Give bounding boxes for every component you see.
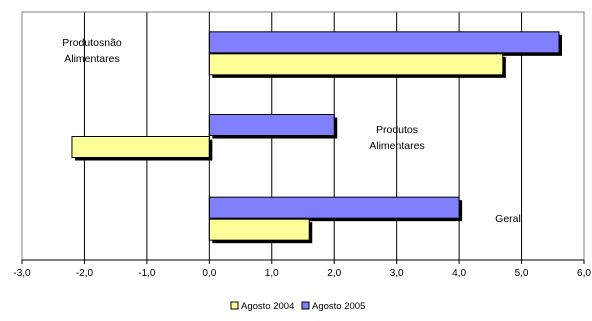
x-tick-label: -2,0 [76, 268, 94, 279]
x-tick-label: 6,0 [577, 268, 591, 279]
category-label: Produtos [376, 124, 418, 136]
category-labels: Produtosnão Alimentares Produtos Alimentare… [62, 37, 521, 225]
category-label: Produtosnão [62, 37, 122, 49]
x-tick-label: 2,0 [327, 268, 341, 279]
bar-agosto-2004-1 [71, 136, 210, 158]
legend-swatch [301, 301, 310, 310]
x-tick-label: 5,0 [515, 268, 529, 279]
bar-agosto-2005-0 [208, 31, 560, 54]
x-tick-label: 0,0 [202, 268, 216, 279]
bar-agosto-2005-2 [208, 196, 460, 219]
x-tick-label: 3,0 [390, 268, 404, 279]
x-axis-ticks: -3,0 -2,0 -1,0 0,0 1,0 2,0 3,0 4,0 5,0 6,0 [13, 259, 591, 279]
category-label: Alimentares [369, 140, 424, 152]
x-tick-label: -3,0 [13, 268, 31, 279]
x-tick-label: -1,0 [138, 268, 156, 279]
legend: Agosto 2004 Agosto 2005 [230, 301, 365, 312]
x-tick-label: 4,0 [452, 268, 466, 279]
legend-label: Agosto 2005 [312, 301, 365, 312]
bar-agosto-2004-0 [208, 53, 504, 76]
bar-agosto-2004-2 [208, 218, 310, 241]
legend-label: Agosto 2004 [241, 301, 294, 312]
category-label: Alimentares [64, 53, 119, 65]
bars [71, 31, 563, 244]
x-tick-label: 1,0 [265, 268, 279, 279]
category-label: Geral [495, 213, 521, 225]
bar-agosto-2005-1 [208, 114, 335, 136]
legend-swatch [230, 301, 239, 310]
